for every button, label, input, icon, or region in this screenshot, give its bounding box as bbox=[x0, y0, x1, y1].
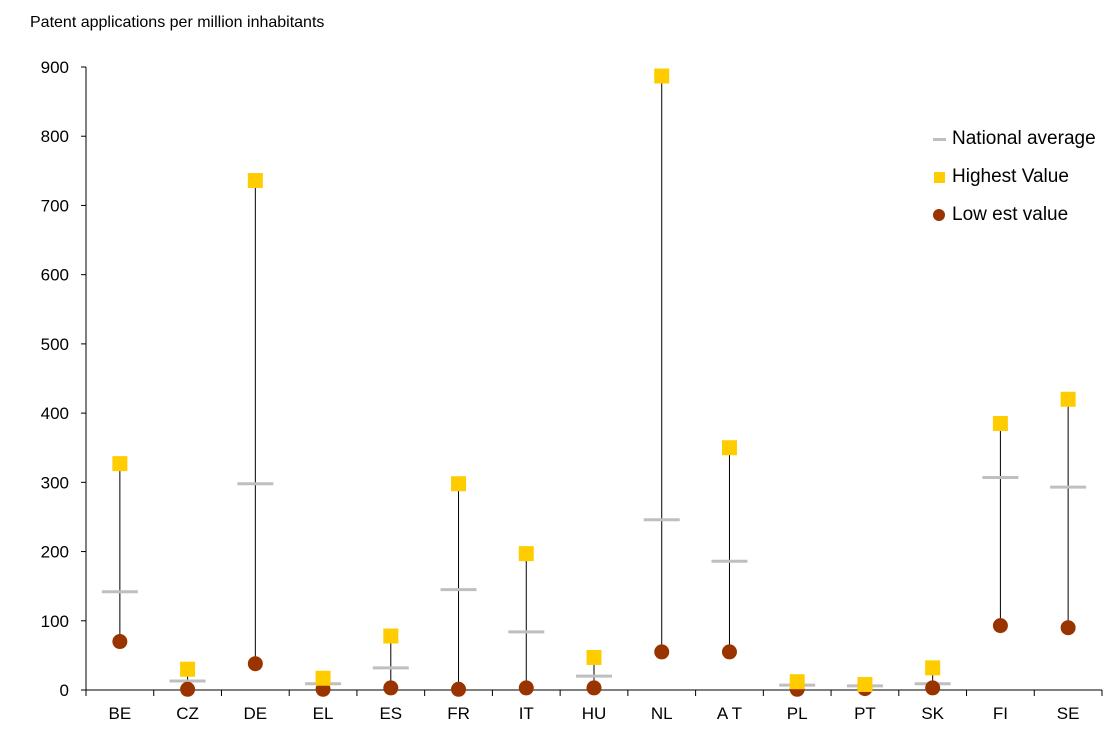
legend-marker-lowest-value bbox=[928, 205, 950, 225]
x-tick-label: IT bbox=[519, 704, 534, 723]
x-tick-label: A T bbox=[717, 704, 742, 723]
y-tick-label: 700 bbox=[41, 196, 69, 215]
x-tick-label: EL bbox=[313, 704, 334, 723]
highest-value-marker bbox=[992, 415, 1008, 431]
x-tick-label: HU bbox=[582, 704, 607, 723]
legend-label-highest-value: Highest Value bbox=[952, 166, 1069, 187]
y-axis-title: Patent applications per million inhabita… bbox=[30, 14, 325, 31]
legend-marker-national-average bbox=[928, 129, 950, 149]
x-tick-label: FR bbox=[447, 704, 470, 723]
highest-value-marker bbox=[925, 660, 941, 676]
highest-value-marker bbox=[721, 440, 737, 456]
legend-item-national-average: National average bbox=[928, 120, 1096, 158]
lowest-value-marker bbox=[992, 618, 1008, 634]
y-tick-label: 300 bbox=[41, 473, 69, 492]
legend-label-lowest-value: Low est value bbox=[952, 204, 1069, 225]
highest-value-marker bbox=[586, 649, 602, 665]
x-tick-label: CZ bbox=[176, 704, 199, 723]
lowest-value-marker bbox=[180, 681, 196, 697]
lowest-value-marker bbox=[925, 680, 941, 696]
y-tick-label: 400 bbox=[41, 404, 69, 423]
x-tick-label: BE bbox=[109, 704, 132, 723]
x-tick-label: FI bbox=[993, 704, 1008, 723]
highest-value-marker bbox=[789, 674, 805, 690]
highest-value-marker bbox=[857, 676, 873, 692]
highest-value-marker bbox=[247, 173, 263, 189]
highest-value-marker bbox=[112, 456, 128, 472]
chart-legend: National average Highest Value Low est v… bbox=[928, 120, 1096, 234]
x-tick-label: NL bbox=[651, 704, 673, 723]
lowest-value-marker bbox=[721, 644, 737, 660]
y-tick-label: 200 bbox=[41, 543, 69, 562]
legend-item-lowest-value: Low est value bbox=[928, 196, 1096, 234]
y-tick-label: 100 bbox=[41, 612, 69, 631]
x-tick-label: PT bbox=[854, 704, 876, 723]
lowest-value-marker bbox=[654, 644, 670, 660]
legend-label-national-average: National average bbox=[952, 128, 1096, 149]
highest-value-marker bbox=[518, 546, 534, 562]
x-tick-label: PL bbox=[787, 704, 808, 723]
lowest-value-marker bbox=[1060, 620, 1076, 636]
y-tick-label: 0 bbox=[60, 681, 69, 700]
highest-value-marker bbox=[654, 68, 670, 84]
x-tick-label: SK bbox=[921, 704, 944, 723]
legend-marker-highest-value bbox=[928, 167, 950, 187]
highest-value-marker bbox=[180, 661, 196, 677]
highest-value-marker bbox=[315, 670, 331, 686]
y-tick-label: 600 bbox=[41, 266, 69, 285]
y-tick-label: 900 bbox=[41, 58, 69, 77]
highest-value-marker bbox=[451, 476, 467, 492]
x-tick-label: SE bbox=[1057, 704, 1080, 723]
legend-item-highest-value: Highest Value bbox=[928, 158, 1096, 196]
lowest-value-marker bbox=[518, 680, 534, 696]
lowest-value-marker bbox=[586, 680, 602, 696]
highest-value-marker bbox=[383, 628, 399, 644]
highest-value-marker bbox=[1060, 391, 1076, 407]
lowest-value-marker bbox=[247, 656, 263, 672]
y-tick-label: 500 bbox=[41, 335, 69, 354]
lowest-value-marker bbox=[112, 634, 128, 650]
x-tick-label: ES bbox=[379, 704, 402, 723]
x-tick-label: DE bbox=[244, 704, 268, 723]
lowest-value-marker bbox=[383, 680, 399, 696]
lowest-value-marker bbox=[451, 681, 467, 697]
y-tick-label: 800 bbox=[41, 127, 69, 146]
